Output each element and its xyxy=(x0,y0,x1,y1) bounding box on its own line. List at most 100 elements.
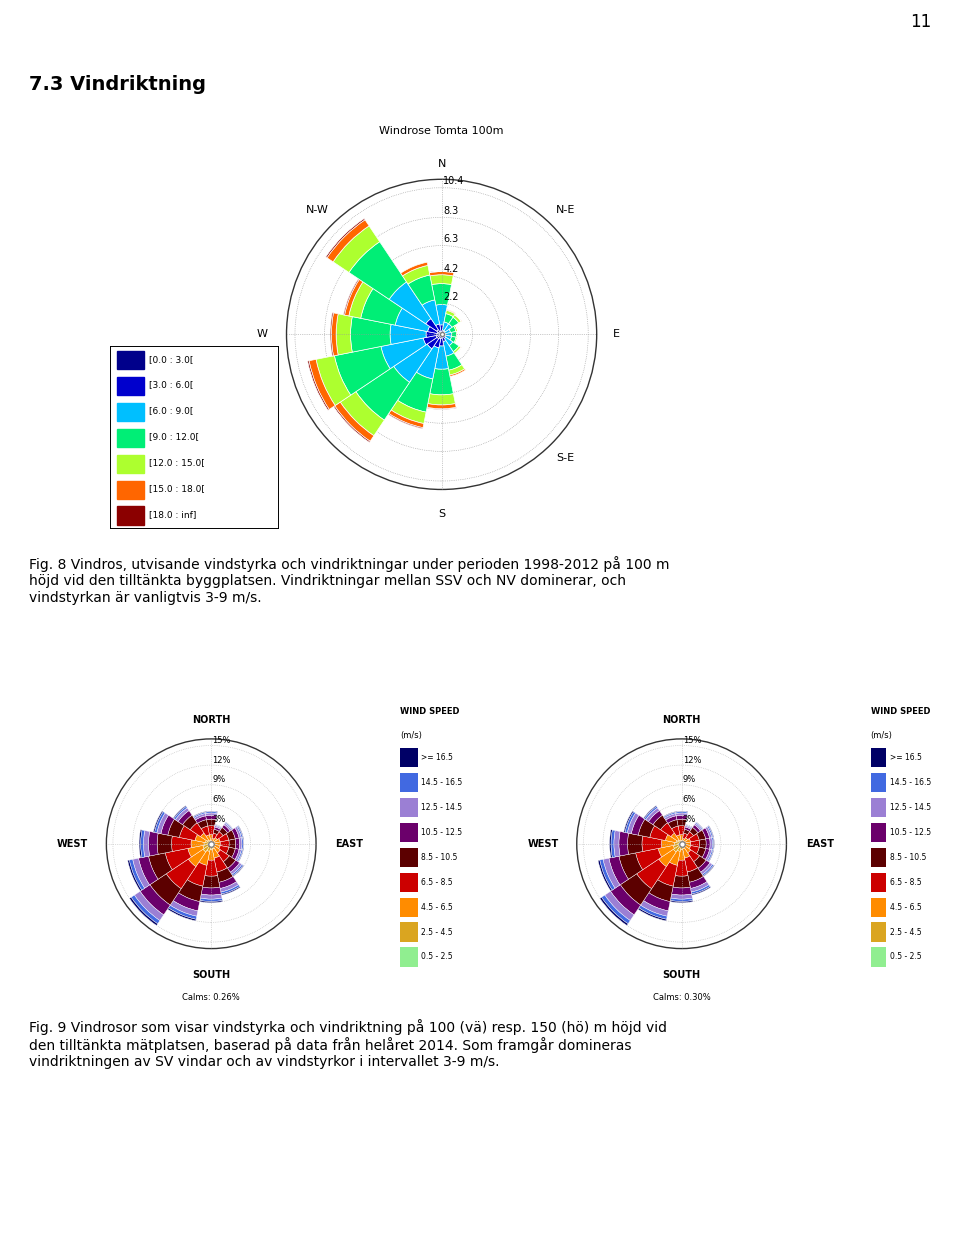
Text: 9%: 9% xyxy=(212,775,226,784)
Wedge shape xyxy=(201,894,222,899)
Wedge shape xyxy=(699,839,707,849)
Wedge shape xyxy=(211,841,212,844)
Wedge shape xyxy=(307,361,329,410)
Wedge shape xyxy=(453,346,461,354)
Wedge shape xyxy=(381,338,426,369)
Wedge shape xyxy=(200,898,223,901)
Wedge shape xyxy=(681,840,683,842)
Bar xyxy=(400,798,418,818)
Text: [18.0 : inf]: [18.0 : inf] xyxy=(149,510,197,519)
Wedge shape xyxy=(128,860,142,891)
Wedge shape xyxy=(166,859,196,889)
Wedge shape xyxy=(174,806,187,820)
Wedge shape xyxy=(212,844,214,845)
Text: [12.0 : 15.0[: [12.0 : 15.0[ xyxy=(149,459,204,468)
Wedge shape xyxy=(683,834,687,839)
Wedge shape xyxy=(388,414,423,429)
Wedge shape xyxy=(224,824,231,831)
Wedge shape xyxy=(454,348,462,354)
Wedge shape xyxy=(684,828,691,831)
Wedge shape xyxy=(331,312,338,356)
Wedge shape xyxy=(430,275,453,285)
Wedge shape xyxy=(221,886,240,895)
Wedge shape xyxy=(444,314,453,324)
Wedge shape xyxy=(188,849,205,866)
Wedge shape xyxy=(219,876,236,889)
Wedge shape xyxy=(436,324,441,331)
Wedge shape xyxy=(443,331,445,334)
Text: E: E xyxy=(613,329,620,339)
Text: 6%: 6% xyxy=(683,795,696,804)
Wedge shape xyxy=(172,836,191,851)
Wedge shape xyxy=(443,322,448,331)
Bar xyxy=(117,402,144,421)
Wedge shape xyxy=(600,859,615,890)
Wedge shape xyxy=(222,825,230,832)
Wedge shape xyxy=(207,840,210,842)
Wedge shape xyxy=(682,845,684,849)
Text: [9.0 : 12.0[: [9.0 : 12.0[ xyxy=(149,432,199,441)
Wedge shape xyxy=(680,835,684,840)
Text: 12.5 - 14.5: 12.5 - 14.5 xyxy=(890,802,930,812)
Wedge shape xyxy=(426,331,437,338)
Text: W: W xyxy=(256,329,267,339)
Text: N: N xyxy=(438,159,445,169)
Text: WIND SPEED: WIND SPEED xyxy=(400,706,460,716)
Wedge shape xyxy=(685,831,693,840)
Wedge shape xyxy=(663,812,676,819)
Wedge shape xyxy=(673,845,680,852)
Wedge shape xyxy=(180,826,198,840)
Wedge shape xyxy=(402,265,430,284)
Bar xyxy=(871,922,886,941)
Wedge shape xyxy=(193,811,204,818)
Text: S-E: S-E xyxy=(557,454,575,464)
Wedge shape xyxy=(443,334,445,335)
Wedge shape xyxy=(671,832,679,841)
Bar xyxy=(871,872,886,891)
Wedge shape xyxy=(193,812,205,819)
Wedge shape xyxy=(687,867,704,882)
Wedge shape xyxy=(430,369,453,395)
Wedge shape xyxy=(610,830,612,858)
Text: 4.5 - 6.5: 4.5 - 6.5 xyxy=(421,902,453,911)
Wedge shape xyxy=(684,846,691,853)
Bar xyxy=(400,948,418,966)
Wedge shape xyxy=(646,808,660,821)
Wedge shape xyxy=(179,880,203,901)
Wedge shape xyxy=(637,908,666,921)
Wedge shape xyxy=(210,840,212,842)
Bar xyxy=(117,378,144,395)
Wedge shape xyxy=(198,820,207,829)
Text: >= 16.5: >= 16.5 xyxy=(421,754,453,762)
Text: [0.0 : 3.0[: [0.0 : 3.0[ xyxy=(149,355,193,364)
Wedge shape xyxy=(659,849,676,866)
Wedge shape xyxy=(448,365,465,375)
Wedge shape xyxy=(659,845,675,858)
Text: EAST: EAST xyxy=(336,839,364,849)
Wedge shape xyxy=(697,848,706,858)
Wedge shape xyxy=(440,331,442,334)
Wedge shape xyxy=(435,346,448,369)
Wedge shape xyxy=(684,829,690,835)
Wedge shape xyxy=(679,844,682,846)
Wedge shape xyxy=(455,315,462,321)
Text: 9%: 9% xyxy=(683,775,696,784)
Wedge shape xyxy=(661,840,675,848)
Wedge shape xyxy=(605,891,635,920)
Wedge shape xyxy=(444,335,451,340)
Wedge shape xyxy=(208,850,214,860)
Wedge shape xyxy=(336,314,352,355)
Wedge shape xyxy=(231,849,239,860)
Wedge shape xyxy=(391,400,426,424)
Wedge shape xyxy=(140,830,145,858)
Wedge shape xyxy=(708,825,713,838)
Wedge shape xyxy=(190,822,204,836)
Bar xyxy=(871,898,886,916)
Wedge shape xyxy=(636,849,661,870)
Wedge shape xyxy=(165,849,191,870)
Wedge shape xyxy=(454,325,458,331)
Wedge shape xyxy=(456,331,458,338)
Wedge shape xyxy=(138,856,158,885)
Wedge shape xyxy=(602,895,631,924)
Wedge shape xyxy=(446,310,456,314)
